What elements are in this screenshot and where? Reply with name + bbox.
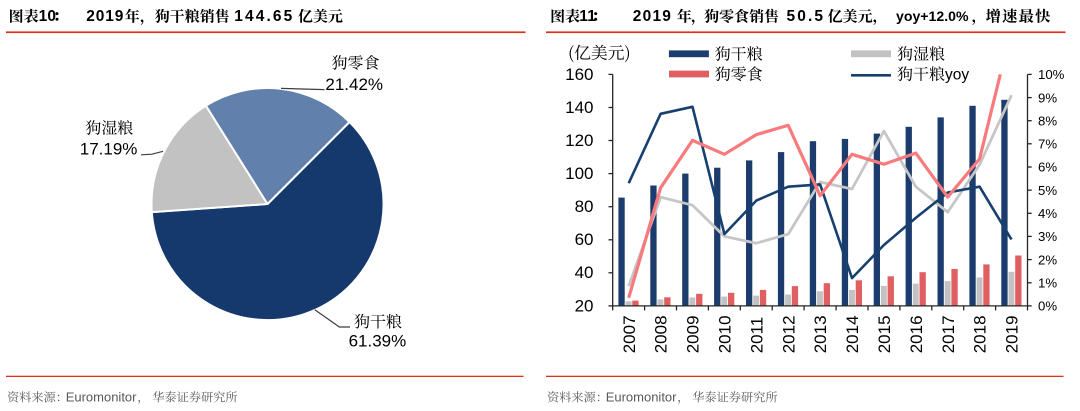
svg-text:0%: 0% <box>1038 299 1057 314</box>
svg-text:61.39%: 61.39% <box>349 332 407 351</box>
svg-text:144.65: 144.65 <box>234 8 294 25</box>
svg-text:40: 40 <box>575 263 594 282</box>
svg-text:60: 60 <box>575 230 594 249</box>
svg-text:2007: 2007 <box>620 315 639 353</box>
svg-text:2018: 2018 <box>971 315 990 353</box>
svg-text:2011: 2011 <box>747 317 766 354</box>
svg-text:2010: 2010 <box>716 315 735 353</box>
svg-text:2015: 2015 <box>875 315 894 353</box>
svg-text:140: 140 <box>565 98 593 117</box>
svg-text:yoy+12.0%: yoy+12.0% <box>896 8 969 24</box>
svg-text:7%: 7% <box>1038 137 1057 152</box>
svg-text:100: 100 <box>565 164 593 183</box>
svg-text:2019: 2019 <box>1003 315 1022 353</box>
svg-text:2008: 2008 <box>652 315 671 353</box>
svg-text:2012: 2012 <box>779 315 798 353</box>
svg-text:Euromonitor: Euromonitor <box>66 389 137 404</box>
svg-text:5%: 5% <box>1038 183 1057 198</box>
svg-text:2013: 2013 <box>811 315 830 353</box>
svg-text:50.5: 50.5 <box>787 8 826 25</box>
svg-text:160: 160 <box>565 65 593 84</box>
svg-text:6%: 6% <box>1038 160 1057 175</box>
svg-text:3%: 3% <box>1038 229 1057 244</box>
svg-text:120: 120 <box>565 131 593 150</box>
svg-text:Euromonitor: Euromonitor <box>606 389 677 404</box>
svg-text:2019: 2019 <box>633 8 672 25</box>
svg-text:8%: 8% <box>1038 113 1057 128</box>
svg-text:2017: 2017 <box>939 315 958 353</box>
svg-text:9%: 9% <box>1038 90 1057 105</box>
svg-text:yoy: yoy <box>945 66 969 83</box>
svg-text:2%: 2% <box>1038 252 1057 267</box>
svg-text:17.19%: 17.19% <box>80 139 138 158</box>
svg-text:11: 11 <box>579 8 596 25</box>
svg-text:2009: 2009 <box>684 315 703 353</box>
svg-text:4%: 4% <box>1038 206 1057 221</box>
svg-text:2014: 2014 <box>843 315 862 353</box>
svg-text:80: 80 <box>575 197 594 216</box>
svg-text:10%: 10% <box>1038 67 1065 82</box>
svg-text:2019: 2019 <box>86 8 124 25</box>
svg-text:1%: 1% <box>1038 275 1057 290</box>
svg-text:20: 20 <box>575 296 594 315</box>
svg-text:10: 10 <box>39 8 57 25</box>
svg-text:2016: 2016 <box>907 315 926 353</box>
svg-text:21.42%: 21.42% <box>325 75 383 94</box>
